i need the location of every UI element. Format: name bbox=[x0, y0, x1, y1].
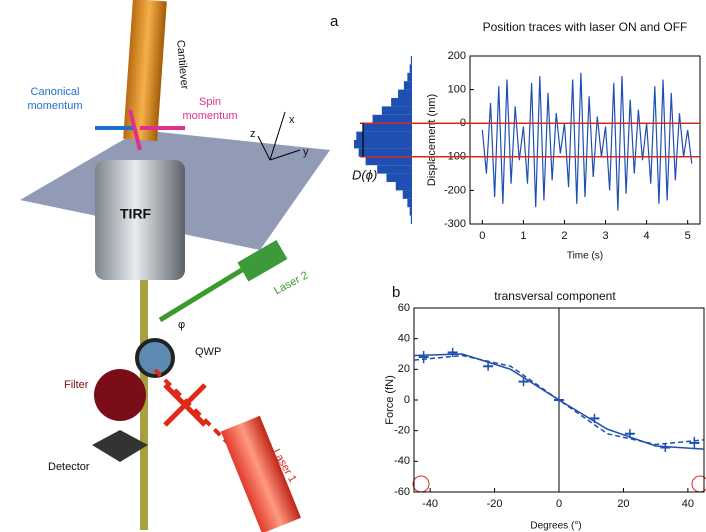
label: z bbox=[250, 128, 256, 140]
qwp bbox=[135, 338, 175, 378]
trace-line bbox=[481, 72, 693, 211]
y-tick-label: -20 bbox=[394, 425, 410, 437]
histogram-bar bbox=[354, 140, 412, 149]
laser-2 bbox=[237, 239, 288, 282]
histogram-bar bbox=[395, 182, 412, 191]
histogram-bar bbox=[386, 173, 412, 182]
x-tick-label: -40 bbox=[422, 498, 438, 510]
histogram-bar bbox=[403, 81, 412, 90]
histogram-bar bbox=[356, 131, 412, 140]
y-axis-label: Displacement (nm) bbox=[426, 94, 438, 186]
histogram-bar bbox=[409, 64, 412, 73]
annotation: D(ϕ) bbox=[352, 167, 377, 182]
filter bbox=[94, 369, 146, 421]
detector-shape bbox=[92, 430, 148, 462]
label: Detector bbox=[48, 461, 90, 473]
y-tick-label: -40 bbox=[394, 455, 410, 467]
label: TIRF bbox=[120, 206, 152, 222]
label: x bbox=[289, 114, 295, 126]
y-tick-label: -200 bbox=[444, 184, 466, 196]
x-axis-label: Time (s) bbox=[567, 251, 603, 262]
histogram-bar bbox=[363, 123, 412, 132]
x-axis-label: Degrees (°) bbox=[530, 521, 581, 532]
histogram-bar bbox=[402, 190, 412, 199]
label: Spin bbox=[199, 96, 221, 108]
chart-title: Position traces with laser ON and OFF bbox=[483, 20, 688, 34]
x-tick-label: 20 bbox=[617, 498, 629, 510]
x-tick-label: 40 bbox=[682, 498, 694, 510]
fit-line bbox=[413, 354, 705, 446]
y-tick-label: 20 bbox=[398, 363, 410, 375]
label: momentum bbox=[27, 100, 82, 112]
x-tick-label: 4 bbox=[644, 230, 650, 242]
polarization-arrow bbox=[163, 383, 207, 427]
y-tick-label: 100 bbox=[448, 84, 466, 96]
chart-title: transversal component bbox=[494, 289, 616, 303]
y-tick-label: 200 bbox=[448, 50, 466, 62]
label: Laser 2 bbox=[272, 269, 310, 297]
objective bbox=[95, 160, 185, 280]
x-tick-label: 3 bbox=[602, 230, 608, 242]
label: Cantilever bbox=[174, 39, 190, 90]
label: φ bbox=[178, 319, 185, 331]
histogram-bar bbox=[410, 56, 412, 65]
y-axis-label: Force (fN) bbox=[384, 375, 396, 425]
x-tick-label: 0 bbox=[479, 230, 485, 242]
x-tick-label: 5 bbox=[685, 230, 691, 242]
y-tick-label: -300 bbox=[444, 218, 466, 230]
axis-arrow bbox=[257, 135, 271, 161]
histogram-bar bbox=[377, 165, 412, 174]
x-tick-label: 2 bbox=[561, 230, 567, 242]
cantilever-shape bbox=[123, 0, 167, 142]
y-tick-label: 60 bbox=[398, 302, 410, 314]
x-tick-label: 1 bbox=[520, 230, 526, 242]
histogram-bar bbox=[358, 148, 412, 157]
spin-arrow bbox=[128, 109, 142, 151]
panel-label: b bbox=[392, 284, 400, 301]
histogram-bar bbox=[381, 106, 412, 115]
y-tick-label: -60 bbox=[394, 486, 410, 498]
axis-arrow bbox=[269, 111, 286, 161]
y-tick-label: 0 bbox=[404, 394, 410, 406]
plot-frame bbox=[469, 55, 701, 225]
laser-2-beam bbox=[158, 262, 252, 323]
y-tick-label: 40 bbox=[398, 333, 410, 345]
histogram-bar bbox=[409, 207, 412, 216]
label: QWP bbox=[195, 346, 221, 358]
histogram-bar bbox=[398, 89, 412, 98]
panel-label: a bbox=[330, 13, 339, 30]
x-tick-label: -20 bbox=[487, 498, 503, 510]
histogram-bar bbox=[365, 156, 412, 166]
highlight bbox=[412, 475, 430, 493]
axis-arrow bbox=[269, 149, 301, 161]
histogram-bar bbox=[407, 72, 412, 82]
histogram-bar bbox=[410, 215, 412, 224]
x-tick-label: 0 bbox=[556, 498, 562, 510]
fit-line bbox=[413, 353, 705, 450]
laser-1 bbox=[220, 415, 302, 532]
label: Filter bbox=[64, 379, 89, 391]
histogram-bar bbox=[372, 114, 412, 124]
illustration: Cantilever Canonical momentum Spin momen… bbox=[20, 0, 330, 532]
label: Canonical bbox=[31, 86, 80, 98]
histogram-bar bbox=[407, 198, 412, 208]
histogram-bar bbox=[391, 98, 412, 107]
label: y bbox=[303, 146, 309, 158]
label: momentum bbox=[182, 110, 237, 122]
